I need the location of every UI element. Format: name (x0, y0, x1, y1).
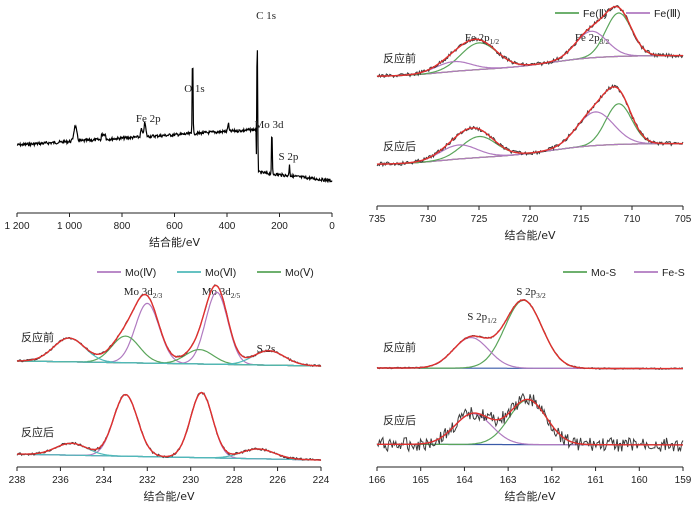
x-tick-label: 710 (624, 214, 641, 225)
x-tick-label: 0 (329, 221, 335, 232)
legend-label: Fe(Ⅱ) (583, 8, 607, 20)
x-tick-label: 160 (631, 475, 648, 486)
row-label: 反应后 (21, 425, 54, 439)
x-tick-label: 236 (52, 475, 69, 486)
fit-envelope-line (377, 299, 683, 370)
fit-envelope-line (17, 284, 321, 367)
x-tick-label: 720 (522, 214, 539, 225)
peak-label: O 1s (184, 83, 204, 95)
raw-data-line (376, 298, 684, 370)
row-label: 反应前 (383, 340, 416, 354)
x-tick-label: 715 (573, 214, 590, 225)
component-peak (377, 413, 683, 446)
x-axis-label: 结合能/eV (505, 228, 556, 242)
component-peak (376, 55, 683, 77)
component-peak (376, 30, 683, 77)
peak-label: Mo 3d (254, 119, 284, 131)
fit-envelope-line (377, 398, 683, 446)
x-tick-label: 730 (420, 214, 437, 225)
x-tick-label: 1 000 (57, 221, 82, 232)
x-axis-label: 结合能/eV (144, 489, 195, 503)
x-tick-label: 165 (412, 475, 429, 486)
component-peak (17, 391, 321, 461)
peak-label: S 2p (278, 151, 298, 163)
fit-envelope-line (376, 5, 683, 77)
x-tick-label: 230 (182, 475, 199, 486)
x-tick-label: 224 (313, 475, 330, 486)
component-peak (377, 399, 683, 446)
component-peak (377, 299, 683, 370)
peak-annotation: Mo 3d2/3 (124, 286, 163, 300)
x-tick-label: 161 (587, 475, 604, 486)
row-label: 反应后 (383, 413, 416, 427)
legend-label: Mo(Ⅳ) (125, 267, 156, 279)
survey-spectrum-panel: 1 200 1 000 800 600 400 200 0 结合能/eV C 1s O 1s Fe … (4, 10, 335, 249)
component-peak (376, 111, 683, 165)
x-tick-label: 232 (139, 475, 156, 486)
peak-label: Fe 2p (136, 113, 161, 125)
x-tick-label: 800 (114, 221, 131, 232)
x-tick-label: 226 (269, 475, 286, 486)
x-tick-label: 600 (166, 221, 183, 232)
component-peak (17, 302, 321, 367)
fit-envelope-line (376, 86, 683, 165)
peak-annotation: S 2p3/2 (516, 286, 546, 300)
peak-annotation: S 2p1/2 (467, 311, 497, 325)
x-tick-label: 725 (471, 214, 488, 225)
x-tick-label: 162 (544, 475, 561, 486)
x-tick-label: 735 (369, 214, 386, 225)
raw-data-line (16, 284, 322, 368)
x-axis-label: 结合能/eV (149, 235, 200, 249)
x-tick-label: 166 (369, 475, 386, 486)
legend-label: Mo-S (591, 267, 616, 279)
component-peak (376, 103, 683, 165)
component-peak (17, 291, 321, 367)
fit-envelope-line (17, 391, 321, 461)
x-tick-label: 163 (500, 475, 517, 486)
raw-data-line (376, 5, 684, 79)
component-peak (17, 448, 321, 461)
legend-label: Fe-S (662, 267, 685, 279)
legend-label: Mo(Ⅴ) (285, 267, 314, 279)
legend-label: Fe(Ⅲ) (654, 8, 681, 20)
row-label: 反应前 (383, 51, 416, 65)
component-peak (17, 393, 321, 461)
x-axis-label: 结合能/eV (505, 489, 556, 503)
row-label: 反应后 (383, 139, 416, 153)
raw-data-line (16, 391, 322, 461)
background-line (376, 55, 683, 77)
component-peak (377, 337, 683, 370)
s2p-spectrum-panel: 166 165 164 163 162 161 160 159 结合能/eV Mo-S Fe-S S … (369, 267, 692, 503)
legend-label: Mo(Ⅵ) (205, 267, 236, 279)
survey-data-line (16, 50, 333, 184)
component-peak (376, 12, 683, 77)
x-tick-label: 238 (9, 475, 26, 486)
x-tick-label: 705 (675, 214, 692, 225)
peak-label: C 1s (256, 10, 276, 22)
row-label: 反应前 (21, 330, 54, 344)
x-tick-label: 200 (271, 221, 288, 232)
x-tick-label: 159 (675, 475, 692, 486)
raw-data-line (376, 392, 684, 453)
x-tick-label: 164 (456, 475, 473, 486)
x-tick-label: 228 (226, 475, 243, 486)
x-tick-label: 234 (96, 475, 113, 486)
mo3d-spectrum-panel: 238 236 234 232 230 228 226 224 结合能/eV Mo(Ⅳ) Mo(Ⅵ)… (9, 267, 330, 503)
x-tick-label: 1 200 (4, 221, 29, 232)
x-tick-label: 400 (219, 221, 236, 232)
